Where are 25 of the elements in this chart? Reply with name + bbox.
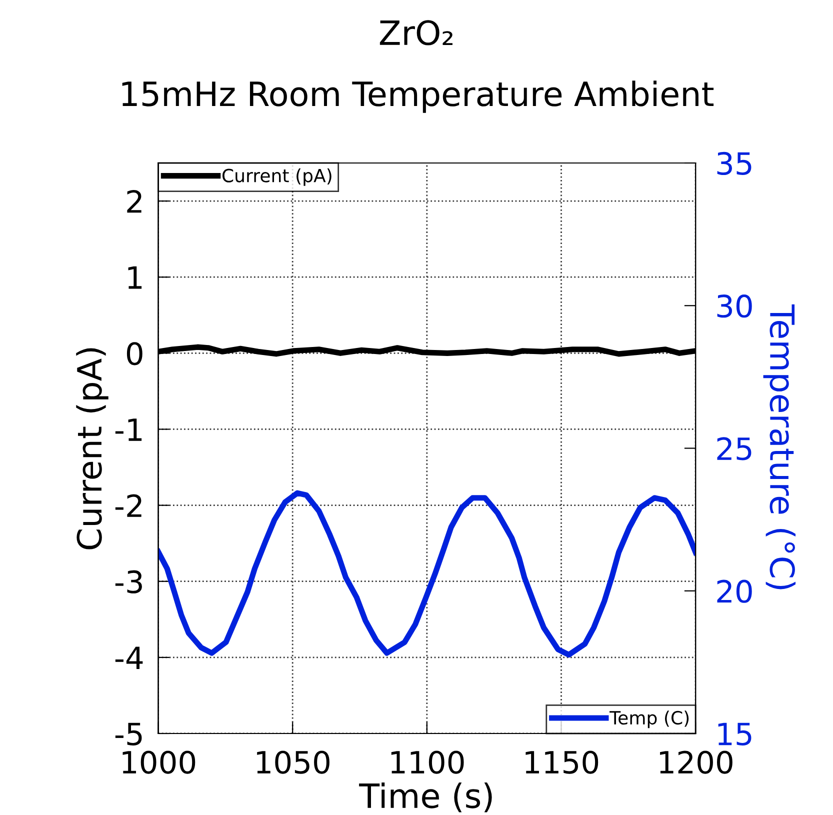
x-tick-label: 1000 <box>122 750 196 774</box>
y-tick-label: -1 <box>115 418 142 441</box>
y2-tick-label: 30 <box>717 294 752 318</box>
y2-tick-label: 25 <box>717 437 752 460</box>
y2-tick-label: 35 <box>717 152 752 176</box>
y2-tick-label: 20 <box>717 580 752 603</box>
chart-subtitle: 15mHz Room Temperature Ambient <box>122 80 714 113</box>
x-axis-title: Time (s) <box>359 782 492 812</box>
legend-label: Current (pA) <box>222 168 332 186</box>
y-tick-label: 0 <box>126 342 142 366</box>
y-tick-label: -3 <box>115 570 142 594</box>
legend-label: Temp (C) <box>610 710 689 728</box>
y2-axis-title: Temperature (°C) <box>763 304 796 590</box>
y-tick-label: 1 <box>128 266 142 289</box>
x-tick-label: 1100 <box>391 750 464 774</box>
y-tick-label: -4 <box>115 646 143 670</box>
x-tick-label: 1150 <box>526 750 598 774</box>
y-tick-label: 2 <box>127 190 142 213</box>
y-tick-label: -2 <box>115 494 142 517</box>
y2-tick-label: 15 <box>718 722 752 746</box>
chart-title: ZrO₂ <box>380 20 452 46</box>
y-axis-title: Current (pA) <box>76 348 108 550</box>
x-tick-label: 1050 <box>257 750 330 774</box>
y-tick-label: -5 <box>115 722 142 746</box>
x-tick-label: 1200 <box>660 750 732 774</box>
